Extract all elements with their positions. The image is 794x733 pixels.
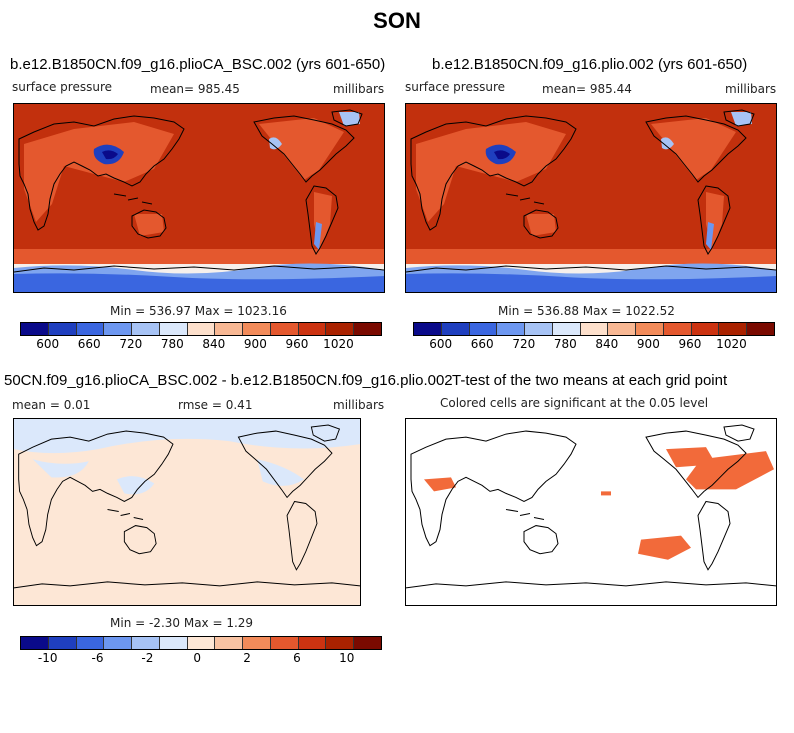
- panel3-mean: mean = 0.01: [12, 398, 91, 412]
- colorbar-swatch: [636, 323, 664, 335]
- colorbar-swatch: [104, 323, 133, 335]
- colorbar-swatch: [215, 323, 244, 335]
- colorbar-tick-label: 6: [293, 651, 301, 665]
- colorbar-swatch: [243, 637, 271, 649]
- panel1-mean: mean= 985.45: [150, 82, 240, 96]
- colorbar-swatch: [525, 323, 553, 335]
- colorbar-tick-label: 0: [193, 651, 202, 665]
- colorbar-tick-label: 960: [285, 337, 309, 351]
- panel2-map: [405, 103, 777, 293]
- colorbar-tick-label: 780: [160, 337, 184, 351]
- colorbar-swatch: [414, 323, 442, 335]
- colorbar-swatch: [21, 637, 49, 649]
- colorbar-swatch: [298, 323, 327, 335]
- colorbar-swatch: [270, 323, 299, 335]
- colorbar-tick-label: 840: [595, 337, 619, 351]
- panel1-minmax: Min = 536.97 Max = 1023.16: [110, 304, 287, 318]
- colorbar-swatch: [132, 637, 160, 649]
- panel2-mean: mean= 985.44: [542, 82, 632, 96]
- colorbar-swatch: [159, 323, 188, 335]
- colorbar-tick-label: 600: [36, 337, 60, 351]
- colorbar-tick-label: 660: [470, 337, 494, 351]
- panel4-map: [405, 418, 777, 606]
- panel3-map: [13, 418, 361, 606]
- panel2-title: b.e12.B1850CN.f09_g16.plio.002 (yrs 601-…: [432, 56, 748, 73]
- colorbar-tick-label: 1020: [323, 337, 354, 351]
- colorbar-swatch: [187, 637, 216, 649]
- colorbar-swatch: [159, 637, 188, 649]
- colorbar-swatch: [215, 637, 244, 649]
- colorbar-swatch: [48, 637, 77, 649]
- colorbar-swatch: [187, 323, 216, 335]
- colorbar-swatch: [608, 323, 637, 335]
- colorbar-swatch: [270, 637, 299, 649]
- colorbar-tick-label: -6: [91, 651, 104, 665]
- colorbar-tick-label: -2: [141, 651, 154, 665]
- panel3-minmax: Min = -2.30 Max = 1.29: [110, 616, 254, 630]
- panel1-map: [13, 103, 385, 293]
- colorbar-tick-label: 840: [202, 337, 226, 351]
- colorbar-swatch: [243, 323, 271, 335]
- colorbar-tick-label: -10: [37, 651, 58, 665]
- panel2-variable: surface pressure: [405, 80, 505, 94]
- panel3-title: 50CN.f09_g16.plioCA_BSC.002 - b.e12.B185…: [4, 372, 453, 389]
- colorbar-swatch: [326, 323, 355, 335]
- colorbar-tick-label: 720: [119, 337, 143, 351]
- colorbar-swatch: [747, 323, 774, 335]
- panel2-minmax: Min = 536.88 Max = 1022.52: [498, 304, 675, 318]
- panel2-colorbar: [413, 322, 775, 336]
- colorbar-swatch: [580, 323, 609, 335]
- panel3-rmse: rmse = 0.41: [178, 398, 253, 412]
- colorbar-tick-label: 10: [339, 651, 355, 665]
- panel1-colorbar: [20, 322, 382, 336]
- colorbar-swatch: [21, 323, 49, 335]
- colorbar-swatch: [663, 323, 692, 335]
- panel1-units: millibars: [333, 82, 385, 96]
- colorbar-tick-label: 2: [243, 651, 251, 665]
- figure-title: SON: [373, 8, 421, 33]
- colorbar-swatch: [326, 637, 355, 649]
- colorbar-swatch: [48, 323, 77, 335]
- colorbar-swatch: [354, 637, 381, 649]
- colorbar-swatch: [691, 323, 720, 335]
- colorbar-swatch: [298, 637, 327, 649]
- panel3-units: millibars: [333, 398, 385, 412]
- panel4-subtitle: Colored cells are significant at the 0.0…: [440, 396, 709, 410]
- colorbar-tick-label: 900: [243, 337, 267, 351]
- colorbar-tick-label: 720: [512, 337, 536, 351]
- colorbar-swatch: [441, 323, 470, 335]
- colorbar-swatch: [76, 323, 105, 335]
- colorbar-tick-label: 780: [553, 337, 577, 351]
- panel1-title: b.e12.B1850CN.f09_g16.plioCA_BSC.002 (yr…: [10, 56, 386, 73]
- colorbar-swatch: [719, 323, 748, 335]
- panel3-colorbar: [20, 636, 382, 650]
- panel4-title: T-test of the two means at each grid poi…: [452, 372, 728, 389]
- colorbar-tick-label: 960: [678, 337, 702, 351]
- colorbar-swatch: [104, 637, 133, 649]
- colorbar-tick-label: 600: [429, 337, 453, 351]
- panel1-variable: surface pressure: [12, 80, 112, 94]
- colorbar-swatch: [552, 323, 581, 335]
- colorbar-swatch: [132, 323, 160, 335]
- colorbar-tick-label: 900: [636, 337, 660, 351]
- colorbar-swatch: [497, 323, 526, 335]
- colorbar-swatch: [354, 323, 381, 335]
- colorbar-tick-label: 1020: [716, 337, 747, 351]
- panel2-units: millibars: [725, 82, 777, 96]
- colorbar-swatch: [76, 637, 105, 649]
- colorbar-swatch: [469, 323, 498, 335]
- colorbar-tick-label: 660: [77, 337, 101, 351]
